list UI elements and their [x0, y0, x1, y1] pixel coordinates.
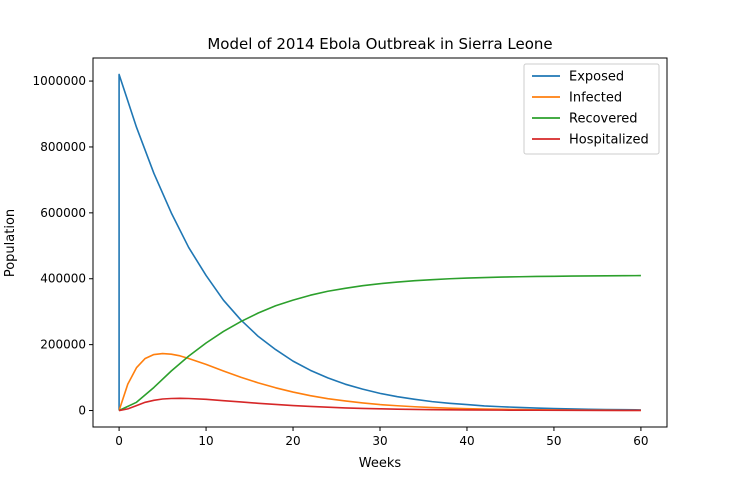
x-axis-label: Weeks [359, 456, 402, 471]
y-tick-label: 0 [78, 404, 86, 418]
legend-box [523, 63, 660, 155]
x-tick-label: 50 [546, 434, 561, 448]
series-line-hospitalized [118, 397, 641, 412]
series-line-exposed [118, 73, 641, 411]
y-tick-label: 600000 [40, 206, 86, 220]
y-tick-label: 1000000 [33, 74, 86, 88]
series-layer [118, 73, 641, 412]
x-tick-label: 20 [285, 434, 300, 448]
legend-label-hospitalized: Hospitalized [569, 133, 649, 148]
legend: Exposed Infected Recovered Hospitalized [523, 63, 660, 155]
x-tick-label: 0 [115, 434, 123, 448]
y-axis-label: Population [3, 209, 18, 277]
legend-label-exposed: Exposed [569, 70, 624, 85]
chart-title: Model of 2014 Ebola Outbreak in Sierra L… [207, 35, 552, 53]
y-tick-label: 400000 [40, 272, 86, 286]
x-axis: 0 10 20 30 40 50 60 [115, 427, 649, 448]
x-tick-label: 60 [633, 434, 648, 448]
legend-label-recovered: Recovered [569, 112, 638, 127]
y-axis: 0 200000 400000 600000 800000 1000000 [33, 74, 93, 418]
y-tick-label: 800000 [40, 140, 86, 154]
legend-label-infected: Infected [569, 91, 622, 106]
x-tick-label: 30 [372, 434, 387, 448]
x-tick-label: 40 [459, 434, 474, 448]
series-line-infected [118, 352, 641, 412]
series-line-recovered [118, 274, 641, 412]
x-tick-label: 10 [198, 434, 213, 448]
y-tick-label: 200000 [40, 338, 86, 352]
